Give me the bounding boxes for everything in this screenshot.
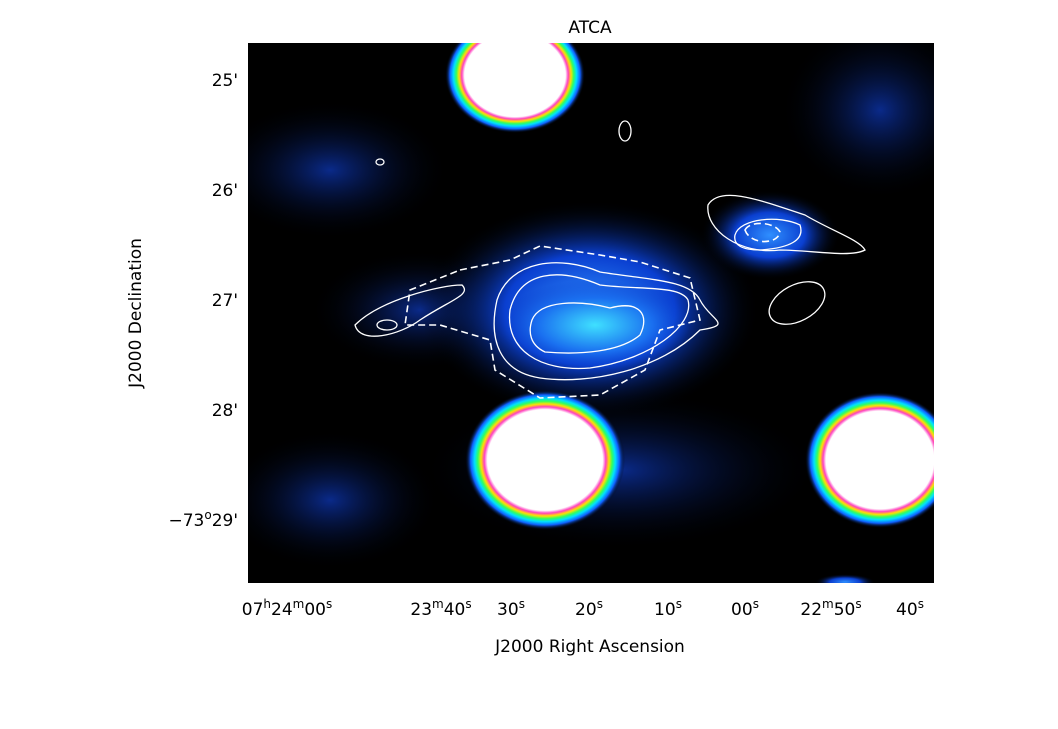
tick-text: 25' <box>212 71 238 91</box>
tick-text: 40 <box>444 600 466 620</box>
tick-label: −73o29' <box>168 508 238 531</box>
tick-text: 26' <box>212 181 238 201</box>
tick-label: 28' <box>212 401 238 421</box>
tick-label: 26' <box>212 181 238 201</box>
tick-text: 10 <box>654 600 676 620</box>
tick-label: 22m50s <box>800 597 861 620</box>
tick-text: 22 <box>800 600 822 620</box>
unit-superscript: o <box>204 508 211 522</box>
tick-text: 27' <box>212 291 238 311</box>
unit-superscript: m <box>293 597 305 611</box>
tick-text: 07 <box>242 600 264 620</box>
tick-label: 40s <box>896 597 924 620</box>
tick-label: 10s <box>654 597 682 620</box>
x-axis-label: J2000 Right Ascension <box>494 637 685 657</box>
unit-superscript: s <box>918 597 924 611</box>
unit-superscript: s <box>676 597 682 611</box>
unit-superscript: s <box>855 597 861 611</box>
tick-text: 23 <box>410 600 432 620</box>
tick-text: 50 <box>834 600 856 620</box>
unit-superscript: s <box>753 597 759 611</box>
map <box>248 43 934 583</box>
unit-superscript: m <box>822 597 834 611</box>
tick-label: 20s <box>575 597 603 620</box>
tick-text: 00 <box>304 600 326 620</box>
unit-superscript: h <box>263 597 271 611</box>
tick-text: 29' <box>212 511 238 531</box>
tick-label: 27' <box>212 291 238 311</box>
tick-text: 24 <box>271 600 293 620</box>
y-ticks: 25' 26' 27' 28' −73o29' <box>168 71 238 531</box>
tick-text: 40 <box>896 600 918 620</box>
tick-text: 30 <box>497 600 519 620</box>
tick-label: 30s <box>497 597 525 620</box>
unit-superscript: s <box>326 597 332 611</box>
unit-superscript: s <box>465 597 471 611</box>
unit-superscript: m <box>432 597 444 611</box>
y-axis-label: J2000 Declination <box>126 238 146 389</box>
tick-text: 20 <box>575 600 597 620</box>
tick-label: 00s <box>731 597 759 620</box>
tick-label: 07h24m00s <box>242 597 333 620</box>
x-ticks: 07h24m00s 23m40s 30s 20s 10s 00s 22m50s 40s <box>242 597 924 620</box>
tick-text: −73 <box>168 511 204 531</box>
unit-superscript: s <box>597 597 603 611</box>
tick-text: 00 <box>731 600 753 620</box>
tick-label: 23m40s <box>410 597 471 620</box>
tick-text: 28' <box>212 401 238 421</box>
unit-superscript: s <box>519 597 525 611</box>
chart-title: ATCA <box>568 18 612 38</box>
tick-label: 25' <box>212 71 238 91</box>
